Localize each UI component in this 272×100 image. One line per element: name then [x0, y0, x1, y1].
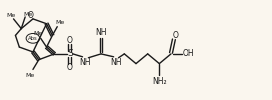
- Text: O: O: [67, 63, 73, 72]
- Text: NH₂: NH₂: [152, 77, 167, 86]
- Text: Abs: Abs: [28, 36, 38, 41]
- Text: Me: Me: [55, 20, 65, 25]
- Text: Me: Me: [33, 31, 42, 36]
- Text: NH: NH: [80, 58, 91, 67]
- Text: Me: Me: [6, 14, 15, 18]
- Text: O: O: [28, 10, 34, 20]
- Text: NH: NH: [110, 58, 121, 67]
- Text: NH: NH: [95, 28, 107, 37]
- Text: Me: Me: [25, 73, 35, 78]
- Text: Me: Me: [23, 12, 33, 16]
- Text: OH: OH: [183, 49, 194, 58]
- Text: O: O: [173, 31, 179, 40]
- Text: S: S: [67, 49, 73, 58]
- Text: O: O: [67, 36, 73, 45]
